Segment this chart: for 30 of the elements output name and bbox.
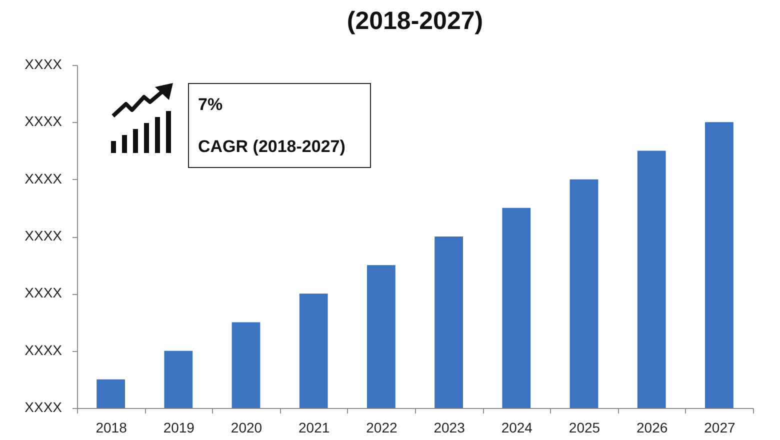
bar — [96, 379, 125, 408]
bar — [637, 150, 666, 408]
text: XXXX — [24, 113, 63, 130]
x-tick-label: 2026 — [636, 420, 668, 436]
text: XXXX — [24, 342, 63, 358]
x-tick-label: 2019 — [163, 420, 195, 436]
bar — [434, 236, 463, 408]
chart-title: (2018-2027) — [346, 7, 484, 35]
x-tick-label: 2027 — [704, 420, 736, 436]
bar — [232, 322, 260, 408]
x-tick-label: 2022 — [366, 420, 398, 436]
bar — [570, 179, 598, 408]
bar — [705, 122, 734, 408]
x-tick-label: 2018 — [96, 420, 128, 436]
text: 7% — [198, 95, 223, 115]
annotation: CAGR (2018-2027) — [198, 137, 346, 157]
bar — [164, 350, 193, 408]
bar — [299, 294, 328, 408]
bar — [502, 208, 531, 408]
text: XXXX — [24, 170, 63, 186]
bar — [367, 265, 396, 408]
x-tick-label: 2023 — [434, 420, 466, 436]
x-tick-label: 2021 — [298, 420, 330, 436]
text: XXXX — [24, 284, 63, 301]
text: XXXX — [24, 56, 63, 72]
x-tick-label: 2020 — [230, 420, 262, 436]
text: XXXX — [24, 228, 63, 244]
x-tick-label: 2024 — [501, 420, 533, 436]
x-tick-label: 2025 — [568, 420, 600, 436]
text: XXXX — [24, 399, 63, 415]
